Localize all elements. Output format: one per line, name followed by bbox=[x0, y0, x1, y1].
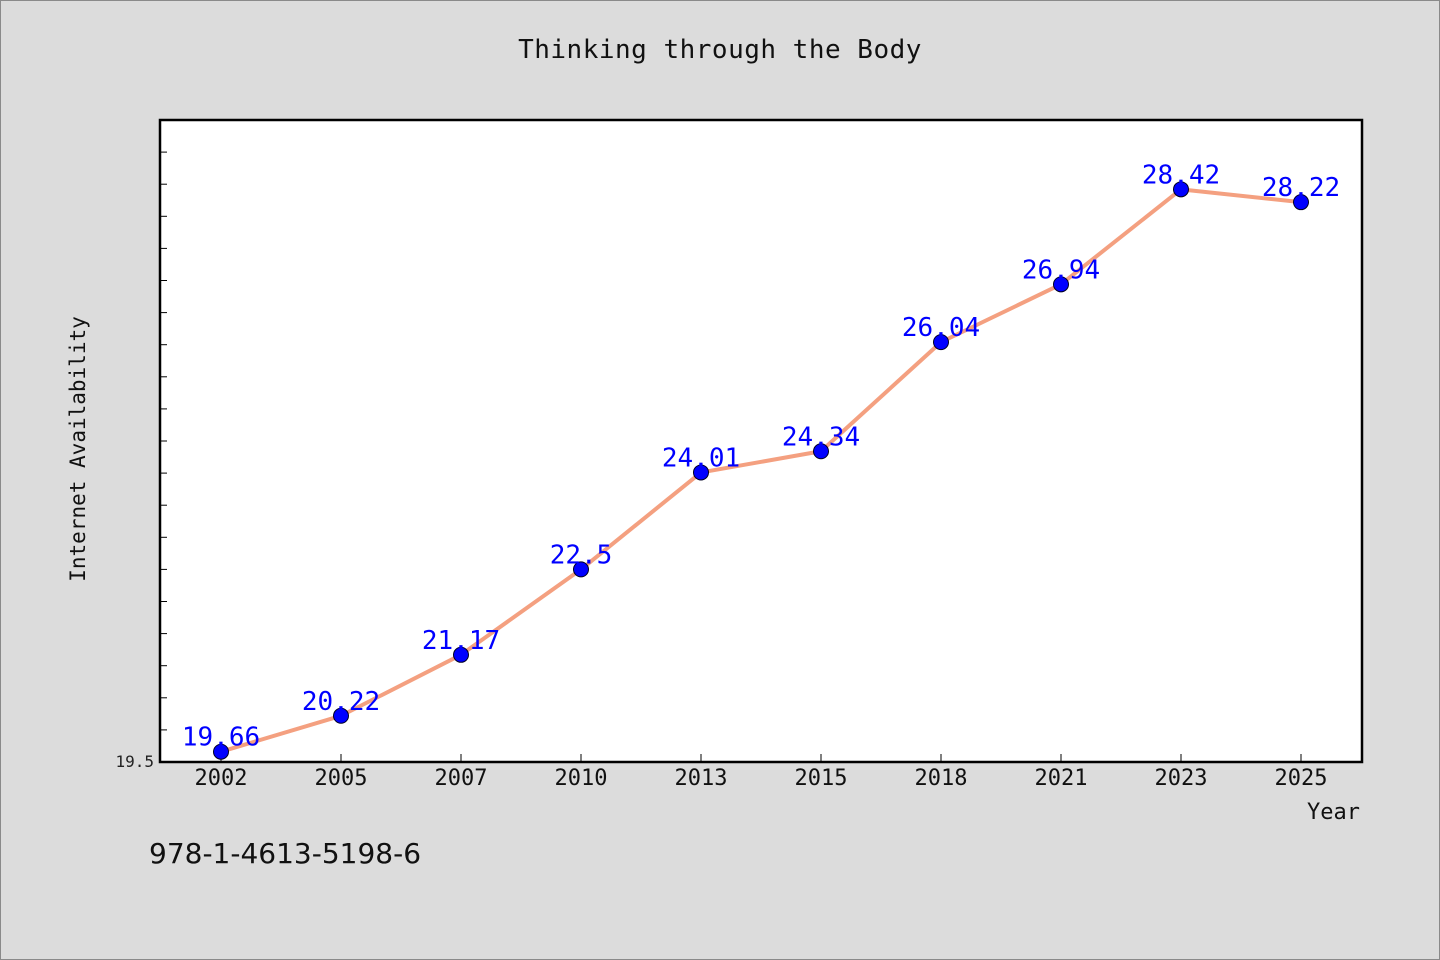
y-tick-label: 19.5 bbox=[115, 752, 154, 771]
data-label: 21.17 bbox=[422, 626, 500, 656]
data-point bbox=[1053, 276, 1069, 293]
data-label: 28.42 bbox=[1142, 160, 1220, 190]
chart-title: Thinking through the Body bbox=[518, 35, 922, 65]
data-point bbox=[933, 334, 949, 351]
data-label: 19.66 bbox=[182, 723, 260, 753]
y-axis-label: Internet Availability bbox=[66, 316, 90, 582]
data-label: 24.01 bbox=[662, 443, 740, 473]
data-point bbox=[213, 743, 229, 760]
data-label: 24.34 bbox=[782, 422, 860, 452]
x-tick-label: 2025 bbox=[1275, 766, 1328, 791]
data-label: 20.22 bbox=[302, 687, 380, 717]
data-point bbox=[453, 646, 469, 663]
x-tick-label: 2015 bbox=[795, 766, 848, 791]
isbn-text: 978-1-4613-5198-6 bbox=[149, 837, 422, 870]
series-line bbox=[219, 187, 1303, 754]
data-point bbox=[813, 443, 829, 460]
x-tick-label: 2005 bbox=[315, 766, 368, 791]
data-label: 22.5 bbox=[550, 540, 613, 570]
data-label: 28.22 bbox=[1262, 173, 1340, 203]
x-tick-label: 2023 bbox=[1155, 766, 1208, 791]
x-axis-label: Year bbox=[1307, 800, 1360, 825]
data-point bbox=[693, 464, 709, 481]
data-point bbox=[333, 707, 349, 724]
x-tick-label: 2010 bbox=[555, 766, 608, 791]
x-tick-label: 2002 bbox=[195, 766, 248, 791]
x-tick-label: 2018 bbox=[915, 766, 968, 791]
x-tick-label: 2013 bbox=[675, 766, 728, 791]
data-label: 26.04 bbox=[902, 313, 980, 343]
x-tick-label: 2021 bbox=[1035, 766, 1088, 791]
data-point bbox=[573, 561, 589, 578]
plot-area bbox=[158, 118, 1364, 764]
data-point bbox=[1173, 181, 1189, 198]
x-tick-label: 2007 bbox=[435, 766, 488, 791]
data-point bbox=[1293, 194, 1309, 211]
data-label: 26.94 bbox=[1022, 255, 1100, 285]
